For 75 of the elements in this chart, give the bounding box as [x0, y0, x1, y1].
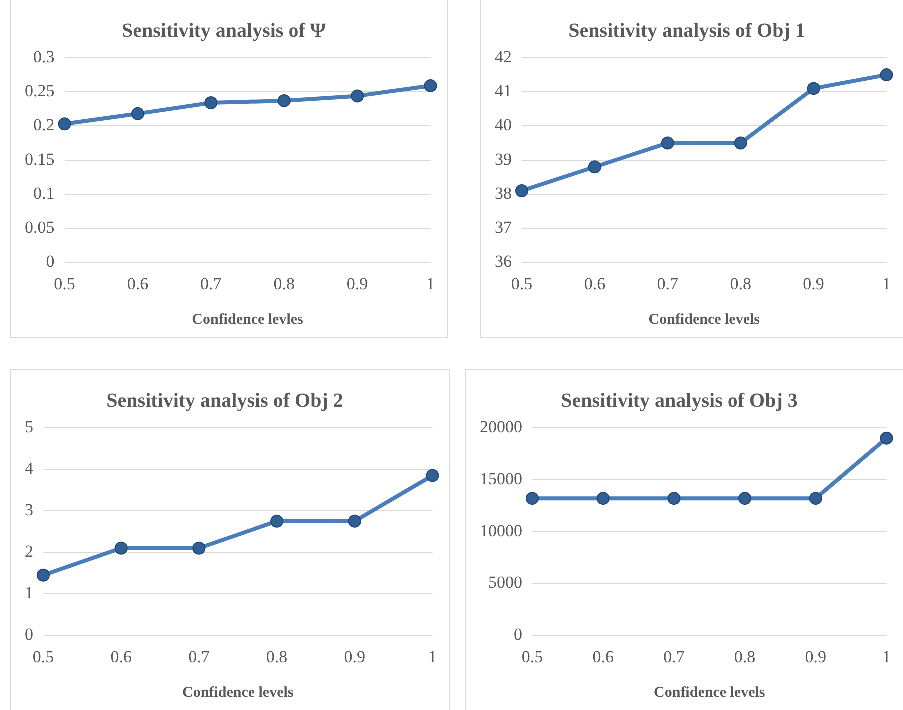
x-tick-label: 0.9 [803, 274, 824, 294]
y-tick-label: 37 [495, 218, 512, 237]
chart-title: Sensitivity analysis of Ψ [122, 20, 326, 42]
x-tick-label: 0.5 [54, 274, 76, 294]
x-axis-title: Confidence levels [182, 684, 294, 701]
x-tick-label: 0.6 [592, 647, 614, 666]
point [114, 542, 128, 555]
x-tick-label: 0.7 [200, 274, 222, 294]
y-tick-label: 41 [495, 82, 512, 101]
point [58, 118, 72, 131]
y-tick-label: 36 [495, 252, 512, 272]
x-axis-title: Confidence levels [654, 684, 766, 701]
y-tick-label: 10000 [480, 521, 522, 540]
point [734, 136, 748, 150]
y-tick-label: 3 [25, 500, 34, 520]
x-tick-label: 0.7 [657, 274, 680, 294]
point [588, 160, 602, 174]
y-tick-label: 2 [25, 542, 34, 562]
point [880, 68, 894, 82]
point [131, 107, 144, 120]
point [516, 184, 528, 198]
x-tick-label: 0.5 [522, 647, 544, 666]
y-tick-label: 0.2 [34, 116, 55, 135]
x-tick-label: 0.8 [274, 274, 295, 294]
y-tick-label: 42 [495, 47, 512, 66]
x-tick-label: 1 [882, 274, 891, 294]
y-tick-label: 20000 [480, 417, 522, 436]
y-tick-label: 0.25 [25, 82, 55, 101]
x-tick-label: 0.5 [32, 647, 54, 666]
point [661, 136, 674, 150]
point [270, 514, 284, 528]
y-tick-label: 38 [495, 184, 512, 203]
y-tick-label: 1 [25, 584, 34, 603]
y-tick-label: 39 [495, 150, 512, 169]
point [807, 82, 820, 96]
x-tick-label: 0.8 [266, 647, 288, 666]
x-tick-label: 0.9 [805, 647, 827, 666]
y-tick-label: 4 [25, 458, 34, 478]
point [351, 90, 364, 103]
x-tick-label: 0.7 [664, 647, 686, 666]
y-tick-label: 40 [495, 116, 512, 135]
y-tick-label: 0.3 [34, 47, 55, 66]
y-tick-label: 0 [514, 625, 522, 644]
x-tick-label: 0.7 [188, 647, 210, 666]
x-tick-label: 1 [428, 647, 437, 666]
point [424, 79, 438, 92]
x-tick-label: 1 [882, 647, 891, 666]
x-axis-title: Confidence levels [648, 312, 760, 328]
y-tick-label: 15000 [480, 469, 522, 488]
point [348, 514, 362, 528]
point [204, 96, 218, 110]
x-tick-label: 0.6 [110, 647, 132, 666]
y-tick-label: 0 [25, 625, 34, 644]
x-tick-label: 0.8 [730, 274, 752, 294]
x-tick-label: 0.9 [346, 274, 368, 294]
chart-title: Sensitivity analysis of Obj 3 [561, 390, 798, 412]
x-tick-label: 0.6 [127, 274, 149, 294]
point [426, 469, 440, 482]
point [37, 568, 50, 582]
x-tick-label: 0.9 [344, 647, 366, 666]
x-tick-label: 1 [426, 274, 435, 294]
x-tick-label: 0.5 [511, 274, 533, 294]
point [192, 542, 206, 555]
x-axis-title: Confidence levles [192, 312, 304, 328]
chart-title: Sensitivity analysis of Obj 2 [106, 390, 344, 412]
y-tick-label: 0.05 [25, 218, 55, 237]
x-tick-label: 0.6 [584, 274, 606, 294]
y-tick-label: 5 [25, 417, 34, 436]
x-tick-label: 0.8 [734, 647, 756, 666]
chart-title: Sensitivity analysis of Obj 1 [568, 20, 806, 42]
y-tick-label: 0.1 [34, 184, 55, 203]
y-tick-label: 5000 [488, 573, 522, 592]
y-tick-label: 0.15 [25, 150, 55, 169]
point [278, 94, 291, 108]
y-tick-label: 0 [46, 252, 55, 272]
